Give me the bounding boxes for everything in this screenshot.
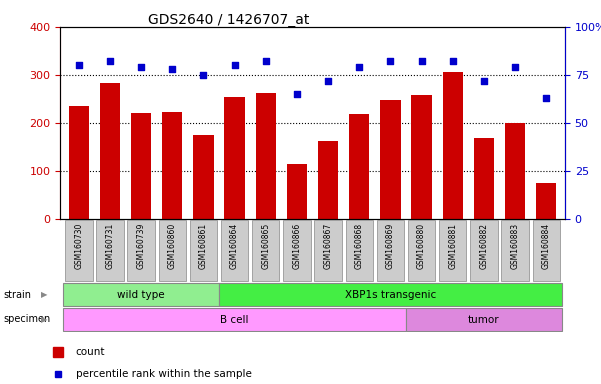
Point — [261, 58, 270, 65]
Bar — [63, 283, 219, 306]
FancyBboxPatch shape — [190, 220, 217, 281]
Bar — [505, 123, 525, 219]
Text: GSM160731: GSM160731 — [105, 223, 114, 269]
FancyBboxPatch shape — [221, 220, 248, 281]
Bar — [349, 114, 370, 219]
Text: ▶: ▶ — [41, 290, 47, 299]
Bar — [318, 141, 338, 219]
FancyBboxPatch shape — [65, 220, 93, 281]
Point — [136, 64, 146, 70]
Text: GSM160860: GSM160860 — [168, 223, 177, 269]
Point — [74, 62, 84, 68]
FancyBboxPatch shape — [314, 220, 342, 281]
Text: GSM160881: GSM160881 — [448, 223, 457, 269]
Bar — [406, 308, 562, 331]
Point — [323, 78, 333, 84]
Bar — [219, 283, 562, 306]
Text: count: count — [76, 346, 105, 357]
Bar — [474, 138, 494, 219]
Bar — [255, 93, 276, 219]
Point — [386, 58, 395, 65]
Point — [479, 78, 489, 84]
Text: GDS2640 / 1426707_at: GDS2640 / 1426707_at — [148, 13, 309, 27]
Text: GSM160882: GSM160882 — [480, 223, 489, 269]
Text: B cell: B cell — [221, 314, 249, 325]
Text: GSM160861: GSM160861 — [199, 223, 208, 269]
FancyBboxPatch shape — [439, 220, 466, 281]
Bar — [225, 98, 245, 219]
Bar — [536, 183, 557, 219]
Text: GSM160883: GSM160883 — [511, 223, 520, 269]
FancyBboxPatch shape — [470, 220, 498, 281]
FancyBboxPatch shape — [283, 220, 311, 281]
Point — [292, 91, 302, 97]
FancyBboxPatch shape — [127, 220, 155, 281]
Text: tumor: tumor — [468, 314, 499, 325]
Bar — [69, 106, 89, 219]
Point — [510, 64, 520, 70]
Point — [230, 62, 239, 68]
Text: GSM160864: GSM160864 — [230, 223, 239, 269]
Point — [199, 72, 209, 78]
Text: GSM160884: GSM160884 — [542, 223, 551, 269]
FancyBboxPatch shape — [159, 220, 186, 281]
Text: GSM160880: GSM160880 — [417, 223, 426, 269]
Bar — [194, 135, 213, 219]
Bar — [380, 100, 400, 219]
Text: XBP1s transgenic: XBP1s transgenic — [345, 290, 436, 300]
Point — [105, 58, 115, 65]
Bar — [162, 112, 183, 219]
Text: GSM160867: GSM160867 — [323, 223, 332, 269]
Text: ▶: ▶ — [41, 315, 47, 324]
Text: GSM160730: GSM160730 — [75, 223, 84, 269]
FancyBboxPatch shape — [501, 220, 529, 281]
FancyBboxPatch shape — [346, 220, 373, 281]
Text: GSM160866: GSM160866 — [293, 223, 302, 269]
Text: wild type: wild type — [117, 290, 165, 300]
Text: GSM160869: GSM160869 — [386, 223, 395, 269]
Point — [448, 58, 457, 65]
Bar — [412, 95, 432, 219]
Point — [542, 95, 551, 101]
Text: percentile rank within the sample: percentile rank within the sample — [76, 369, 252, 379]
Bar — [442, 73, 463, 219]
Bar — [131, 113, 151, 219]
FancyBboxPatch shape — [532, 220, 560, 281]
FancyBboxPatch shape — [96, 220, 124, 281]
Bar — [287, 164, 307, 219]
FancyBboxPatch shape — [377, 220, 404, 281]
Text: GSM160865: GSM160865 — [261, 223, 270, 269]
Bar — [63, 308, 406, 331]
Text: specimen: specimen — [3, 314, 50, 324]
FancyBboxPatch shape — [408, 220, 435, 281]
Point — [416, 58, 426, 65]
FancyBboxPatch shape — [252, 220, 279, 281]
Bar — [100, 83, 120, 219]
Text: GSM160868: GSM160868 — [355, 223, 364, 269]
Text: GSM160739: GSM160739 — [136, 223, 145, 269]
Point — [168, 66, 177, 72]
Point — [355, 64, 364, 70]
Text: strain: strain — [3, 290, 31, 300]
